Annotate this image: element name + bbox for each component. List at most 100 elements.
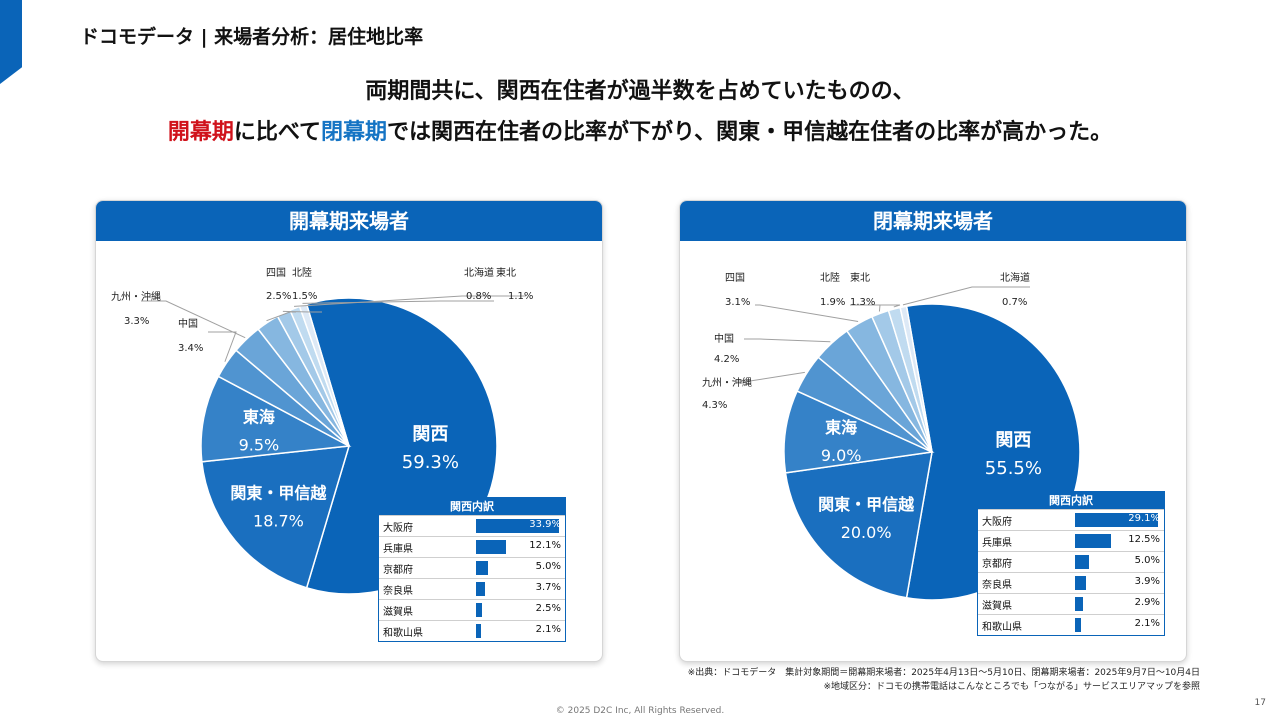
breakdown-row: 大阪府 29.1%	[978, 509, 1164, 530]
slice-label-tohoku: 東北	[496, 266, 516, 279]
headline-line-2: 開幕期に比べて閉幕期では関西在住者の比率が下がり、関東・甲信越在住者の比率が高か…	[0, 114, 1280, 146]
breakdown-prefecture: 和歌山県	[383, 628, 423, 639]
breakdown-prefecture: 滋賀県	[982, 601, 1012, 612]
breakdown-prefecture: 奈良県	[982, 580, 1012, 591]
slice-value-chugoku: 4.2%	[714, 354, 739, 365]
slice-value-kyushu-okinawa: 3.3%	[124, 316, 149, 327]
leader-line-shikoku	[755, 304, 859, 322]
breakdown-bar	[476, 519, 559, 533]
opening-chart-title: 開幕期来場者	[96, 201, 602, 241]
breakdown-value: 2.9%	[1134, 597, 1160, 608]
breakdown-row: 和歌山県 2.1%	[978, 614, 1164, 635]
slice-label-kansai: 関西	[995, 430, 1031, 451]
slice-label-shikoku: 四国	[266, 267, 286, 279]
headline-text-rest: では関西在住者の比率が下がり、関東・甲信越在住者の比率が高かった。	[387, 120, 1113, 145]
corner-accent	[0, 0, 22, 84]
pie-slice-hokkaido	[899, 305, 933, 453]
closing-chart-card: 閉幕期来場者 関西 55.5% 関東・甲信越 20.0% 東海 9.0% 九州・沖縄 4.3%…	[679, 200, 1187, 662]
breakdown-row: 大阪府 33.9%	[379, 515, 565, 536]
breakdown-bar	[476, 582, 486, 596]
headline-closing-period: 閉幕期	[321, 120, 388, 145]
leader-line-hokkaido	[902, 286, 1030, 306]
breakdown-value: 3.7%	[535, 582, 561, 593]
slice-value-hokkaido: 0.8%	[466, 291, 491, 302]
slice-value-hokuriku: 1.9%	[820, 297, 845, 308]
breakdown-bar	[1075, 513, 1158, 527]
breakdown-prefecture: 兵庫県	[383, 544, 413, 555]
breakdown-prefecture: 京都府	[982, 559, 1012, 570]
slice-label-hokuriku: 北陸	[820, 271, 840, 284]
slice-value-tokai: 9.5%	[239, 436, 280, 455]
slice-value-shikoku: 2.5%	[266, 291, 291, 302]
slice-label-tokai: 東海	[825, 418, 857, 437]
breakdown-value: 5.0%	[1134, 555, 1160, 566]
breakdown-bar	[1075, 576, 1087, 590]
breakdown-bar	[1075, 618, 1081, 632]
breakdown-row: 奈良県 3.7%	[379, 578, 565, 599]
pie-slice-kanto-koshinetsu	[201, 445, 351, 589]
slice-label-hokuriku: 北陸	[292, 266, 312, 279]
breakdown-bar	[476, 603, 483, 617]
breakdown-row: 滋賀県 2.9%	[978, 593, 1164, 614]
slice-value-shikoku: 3.1%	[725, 297, 750, 308]
breakdown-bar	[1075, 534, 1111, 548]
headline-text: に比べて	[233, 120, 321, 145]
slice-value-hokkaido: 0.7%	[1002, 297, 1027, 308]
breakdown-value: 29.1%	[1128, 513, 1160, 524]
slice-label-kyushu-okinawa: 九州・沖縄	[702, 376, 752, 389]
slice-label-kyushu-okinawa: 九州・沖縄	[111, 290, 161, 303]
breakdown-value: 33.9%	[529, 519, 561, 530]
breakdown-bar	[1075, 555, 1090, 569]
leader-line-chugoku	[744, 338, 831, 343]
leader-line-hokkaido	[302, 300, 494, 304]
slice-label-chugoku: 中国	[178, 317, 198, 330]
slice-value-tokai: 9.0%	[821, 446, 862, 465]
slice-value-kansai: 55.5%	[985, 458, 1042, 479]
breakdown-row: 京都府 5.0%	[379, 557, 565, 578]
slice-label-tohoku: 東北	[850, 271, 870, 284]
opening-kansai-breakdown: 関西内訳 大阪府 33.9% 兵庫県 12.1% 京都府 5.0% 奈良県 3.7% 滋賀県 2.…	[378, 497, 566, 642]
slice-label-hokkaido: 北海道	[1000, 271, 1030, 284]
region-note: ※地域区分：ドコモの携帯電話はこんなところでも「つながる」サービスエリアマップを…	[823, 682, 1200, 692]
pie-slice-kanto-koshinetsu	[784, 451, 933, 599]
breakdown-prefecture: 奈良県	[383, 586, 413, 597]
slice-label-kanto-koshinetsu: 関東・甲信越	[230, 484, 327, 503]
slice-label-tokai: 東海	[243, 408, 275, 427]
page-title: ドコモデータ | 来場者分析：居住地比率	[80, 26, 424, 48]
breakdown-row: 兵庫県 12.1%	[379, 536, 565, 557]
closing-chart-title: 閉幕期来場者	[680, 201, 1186, 241]
breakdown-value: 2.5%	[535, 603, 561, 614]
breakdown-value: 12.1%	[529, 540, 561, 551]
breakdown-value: 2.1%	[535, 624, 561, 635]
breakdown-prefecture: 大阪府	[383, 523, 413, 534]
breakdown-prefecture: 大阪府	[982, 517, 1012, 528]
breakdown-title: 関西内訳	[978, 492, 1164, 509]
source-note: ※出典：ドコモデータ 集計対象期間＝開幕期来場者：2025年4月13日～5月10…	[687, 668, 1200, 678]
breakdown-value: 12.5%	[1128, 534, 1160, 545]
breakdown-bar	[476, 624, 482, 638]
breakdown-value: 2.1%	[1134, 618, 1160, 629]
slice-value-kyushu-okinawa: 4.3%	[702, 400, 727, 411]
leader-line-kyushu-okinawa	[732, 371, 805, 382]
headline-line-1: 両期間共に、関西在住者が過半数を占めていたものの、	[365, 79, 915, 104]
breakdown-title: 関西内訳	[379, 498, 565, 515]
breakdown-row: 京都府 5.0%	[978, 551, 1164, 572]
slice-label-kanto-koshinetsu: 関東・甲信越	[818, 495, 915, 514]
page-number: 17	[1254, 698, 1266, 708]
breakdown-bar	[476, 540, 506, 554]
breakdown-bar	[476, 561, 489, 575]
breakdown-value: 3.9%	[1134, 576, 1160, 587]
breakdown-prefecture: 滋賀県	[383, 607, 413, 618]
opening-pie-chart: 関西 59.3% 関東・甲信越 18.7% 東海 9.5% 中国 3.4% 九州・沖縄 3.3% 四…	[111, 266, 533, 595]
leader-line-tohoku	[880, 304, 901, 308]
pie-slice-tokai	[783, 390, 935, 474]
leader-line-chugoku	[208, 331, 237, 362]
slice-value-kanto-koshinetsu: 18.7%	[253, 512, 304, 531]
closing-kansai-breakdown: 関西内訳 大阪府 29.1% 兵庫県 12.5% 京都府 5.0% 奈良県 3.9% 滋賀県 2.…	[977, 491, 1165, 636]
headline-opening-period: 開幕期	[167, 120, 234, 145]
slice-value-chugoku: 3.4%	[178, 343, 203, 354]
breakdown-prefecture: 兵庫県	[982, 538, 1012, 549]
breakdown-prefecture: 和歌山県	[982, 622, 1022, 633]
slice-label-chugoku: 中国	[714, 332, 734, 345]
breakdown-prefecture: 京都府	[383, 565, 413, 576]
